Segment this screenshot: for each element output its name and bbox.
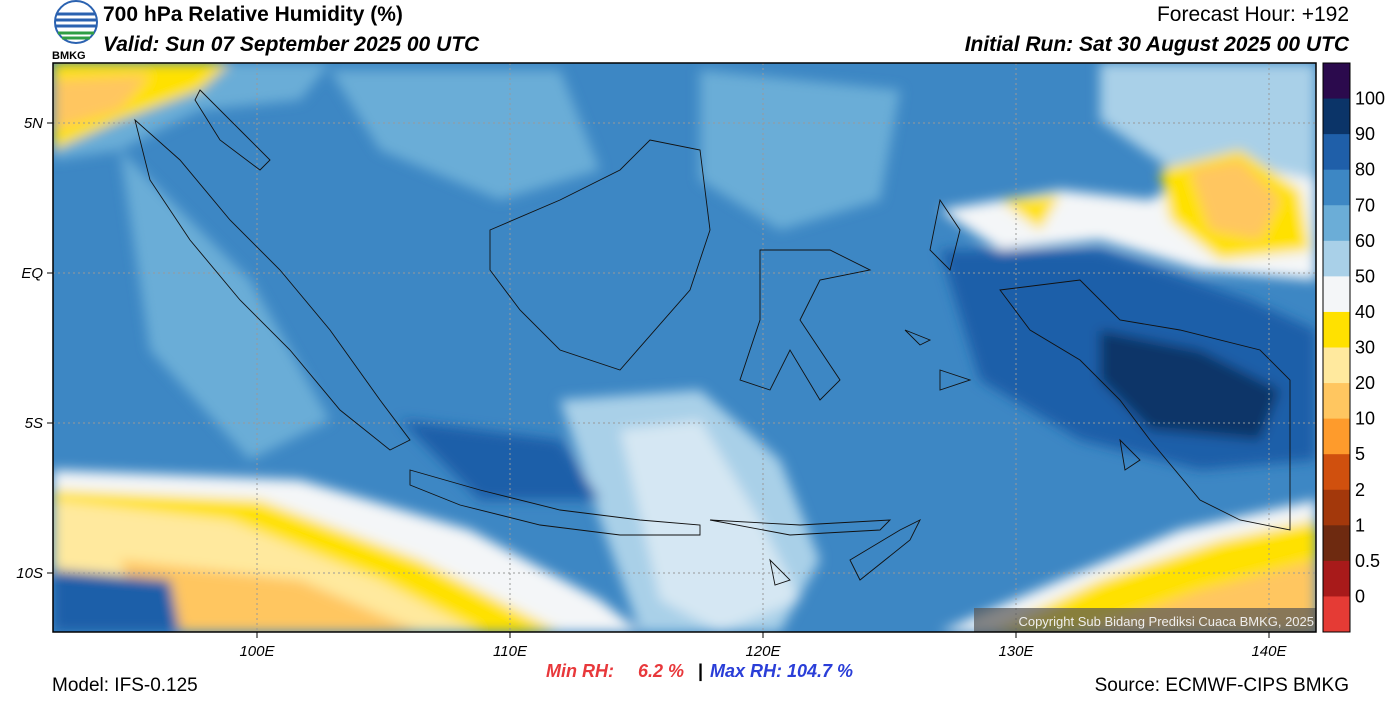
colorbar-swatch (1323, 240, 1350, 277)
colorbar-swatch (1323, 525, 1350, 562)
lat-label: EQ (21, 265, 43, 282)
colorbar-swatch (1323, 63, 1350, 100)
colorbar-label: 0.5 (1355, 551, 1380, 571)
logo (54, 0, 98, 44)
colorbar-swatch (1323, 205, 1350, 242)
source: Source: ECMWF-CIPS BMKG (1095, 675, 1349, 696)
colorbar-swatch (1323, 98, 1350, 135)
lat-label: 5N (24, 115, 43, 132)
colorbar-label: 60 (1355, 231, 1375, 251)
title: 700 hPa Relative Humidity (%) (103, 3, 403, 26)
colorbar-swatch (1323, 489, 1350, 526)
lon-label: 100E (239, 643, 275, 660)
lat-label: 10S (16, 565, 43, 582)
lon-label: 110E (493, 643, 528, 660)
initial-run: Initial Run: Sat 30 August 2025 00 UTC (965, 33, 1350, 56)
separator: | (698, 661, 703, 681)
colorbar-label: 40 (1355, 302, 1375, 322)
colorbar-label: 20 (1355, 373, 1375, 393)
colorbar-swatch (1323, 454, 1350, 491)
map-frame (52, 62, 1317, 633)
colorbar-swatch (1323, 560, 1350, 597)
min-rh-label: Min RH: (546, 661, 614, 681)
graticule (53, 63, 1316, 632)
lon-label: 140E (1251, 643, 1287, 660)
colorbar-swatch (1323, 418, 1350, 455)
lon-label: 120E (745, 643, 781, 660)
colorbar-frame (1322, 62, 1351, 633)
colorbar: 100 90 80 70 60 50 40 30 20 10 5 2 1 0.5 0 (1323, 63, 1385, 633)
copyright: Copyright Sub Bidang Prediksi Cuaca BMKG… (1018, 614, 1314, 629)
min-rh-value: 6.2 % (638, 661, 684, 681)
colorbar-swatch (1323, 596, 1350, 633)
colorbar-label: 0 (1355, 586, 1365, 606)
colorbar-label: 10 (1355, 409, 1375, 429)
colorbar-label: 70 (1355, 195, 1375, 215)
colorbar-label: 50 (1355, 266, 1375, 286)
lat-label: 5S (25, 415, 43, 432)
axis-labels: 5N EQ 5S 10S 100E 110E 120E 130E 140E (16, 115, 1287, 660)
forecast-hour: Forecast Hour: +192 (1157, 3, 1349, 26)
colorbar-swatch (1323, 134, 1350, 171)
colorbar-label: 100 (1355, 89, 1385, 109)
colorbar-label: 90 (1355, 124, 1375, 144)
lon-label: 130E (998, 643, 1034, 660)
colorbar-swatch (1323, 311, 1350, 348)
colorbar-label: 5 (1355, 444, 1365, 464)
colorbar-label: 30 (1355, 338, 1375, 358)
valid-time: Valid: Sun 07 September 2025 00 UTC (103, 33, 480, 56)
logo-text: BMKG (52, 50, 86, 62)
colorbar-label: 1 (1355, 515, 1365, 535)
colorbar-swatch (1323, 347, 1350, 384)
colorbar-swatch (1323, 169, 1350, 206)
map-field: Copyright Sub Bidang Prediksi Cuaca BMKG… (53, 63, 1316, 632)
coastlines (134, 89, 1291, 586)
colorbar-label: 80 (1355, 160, 1375, 180)
model: Model: IFS-0.125 (52, 675, 198, 696)
colorbar-swatch (1323, 276, 1350, 313)
colorbar-swatch (1323, 383, 1350, 420)
colorbar-label: 2 (1355, 480, 1365, 500)
max-rh: Max RH: 104.7 % (710, 661, 853, 681)
